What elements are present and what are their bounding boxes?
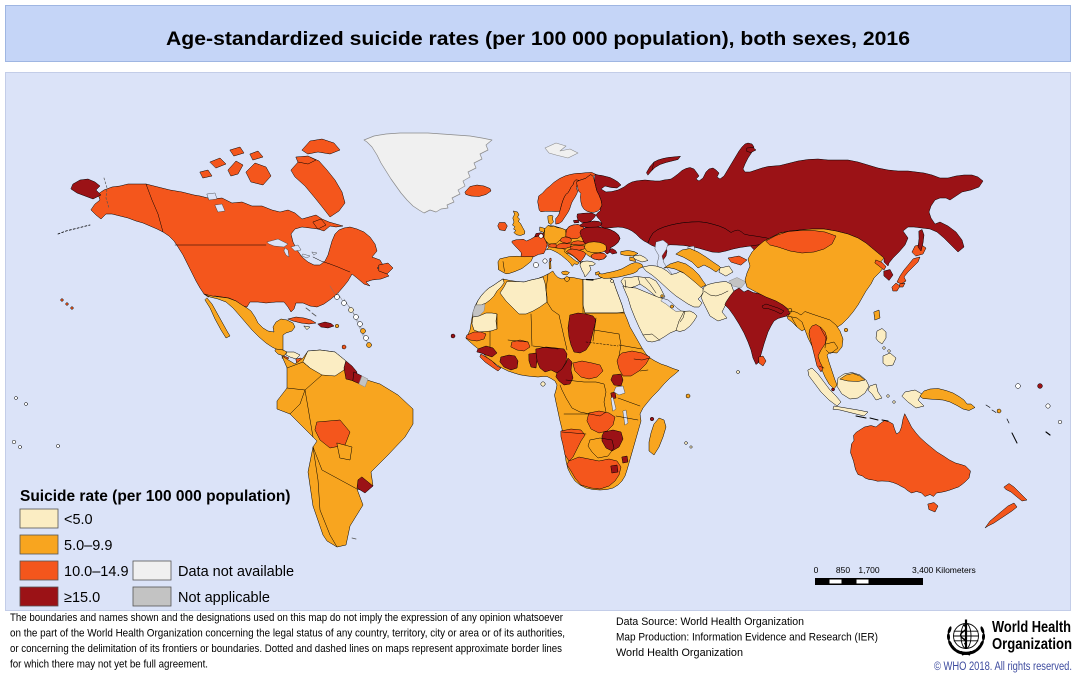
svg-text:5.0–9.9: 5.0–9.9 — [64, 538, 112, 554]
svg-text:Map Production: Information Ev: Map Production: Information Evidence and… — [616, 632, 878, 644]
svg-text:Organization: Organization — [992, 636, 1072, 653]
svg-text:Data Source: World Health Orga: Data Source: World Health Organization — [616, 616, 804, 628]
svg-text:10.0–14.9: 10.0–14.9 — [64, 564, 129, 580]
svg-text:Age-standardized suicide rates: Age-standardized suicide rates (per 100 … — [166, 29, 910, 50]
svg-text:© WHO 2018. All rights reserve: © WHO 2018. All rights reserved. — [934, 661, 1072, 673]
svg-text:The boundaries and names shown: The boundaries and names shown and the d… — [10, 612, 563, 624]
svg-text:3,400 Kilometers: 3,400 Kilometers — [912, 565, 976, 575]
svg-text:850: 850 — [836, 565, 850, 575]
svg-text:0: 0 — [814, 565, 819, 575]
svg-text:World Health: World Health — [992, 619, 1071, 636]
svg-text:on the part of the World Healt: on the part of the World Health Organiza… — [10, 628, 565, 640]
svg-text:or concerning the delimitation: or concerning the delimitation of its fr… — [10, 643, 562, 655]
svg-text:for which there may not yet be: for which there may not yet be full agre… — [10, 659, 208, 671]
svg-text:≥15.0: ≥15.0 — [64, 590, 100, 606]
svg-text:Data not available: Data not available — [178, 564, 294, 580]
svg-text:1,700: 1,700 — [858, 565, 880, 575]
svg-text:<5.0: <5.0 — [64, 512, 93, 528]
svg-text:Suicide rate (per 100 000 popu: Suicide rate (per 100 000 population) — [20, 488, 290, 505]
svg-text:World Health Organization: World Health Organization — [616, 647, 743, 659]
svg-text:Not applicable: Not applicable — [178, 590, 270, 606]
